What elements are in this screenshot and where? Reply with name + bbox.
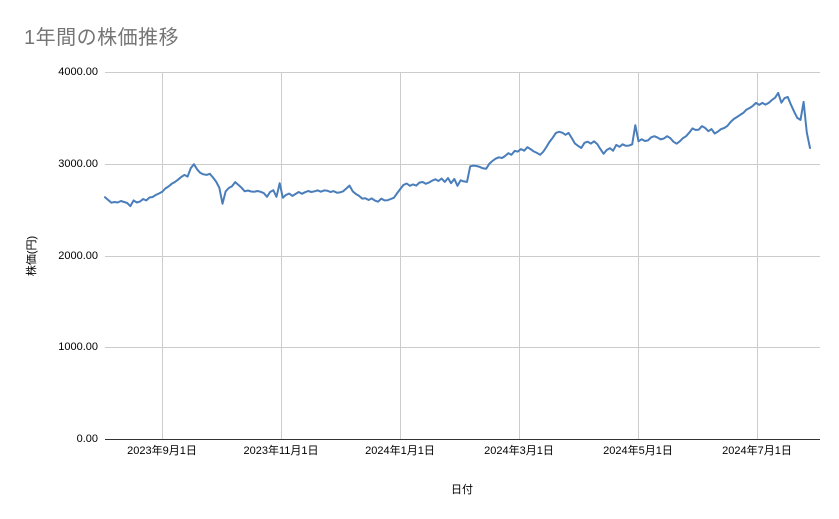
x-tick-label: 2023年9月1日	[127, 445, 197, 457]
x-tick-label: 2024年5月1日	[603, 445, 673, 457]
y-tick-label: 2000.00	[58, 249, 98, 262]
y-tick-label: 4000.00	[58, 66, 98, 78]
y-tick-label: 1000.00	[58, 341, 98, 354]
y-axis-title: 株価(円)	[26, 235, 38, 277]
y-tick-label: 0.00	[76, 433, 98, 445]
x-axis-title: 日付	[451, 484, 473, 496]
x-tick-label: 2023年11月1日	[243, 445, 319, 457]
gridlines	[105, 72, 820, 440]
y-tick-label: 3000.00	[58, 157, 98, 170]
x-tick-label: 2024年1月1日	[365, 445, 435, 457]
x-tick-label: 2024年7月1日	[722, 445, 792, 457]
chart-title: 1年間の株価推移	[24, 27, 180, 49]
price-line-series[interactable]	[104, 91, 811, 208]
x-tick-label: 2024年3月1日	[484, 445, 554, 457]
